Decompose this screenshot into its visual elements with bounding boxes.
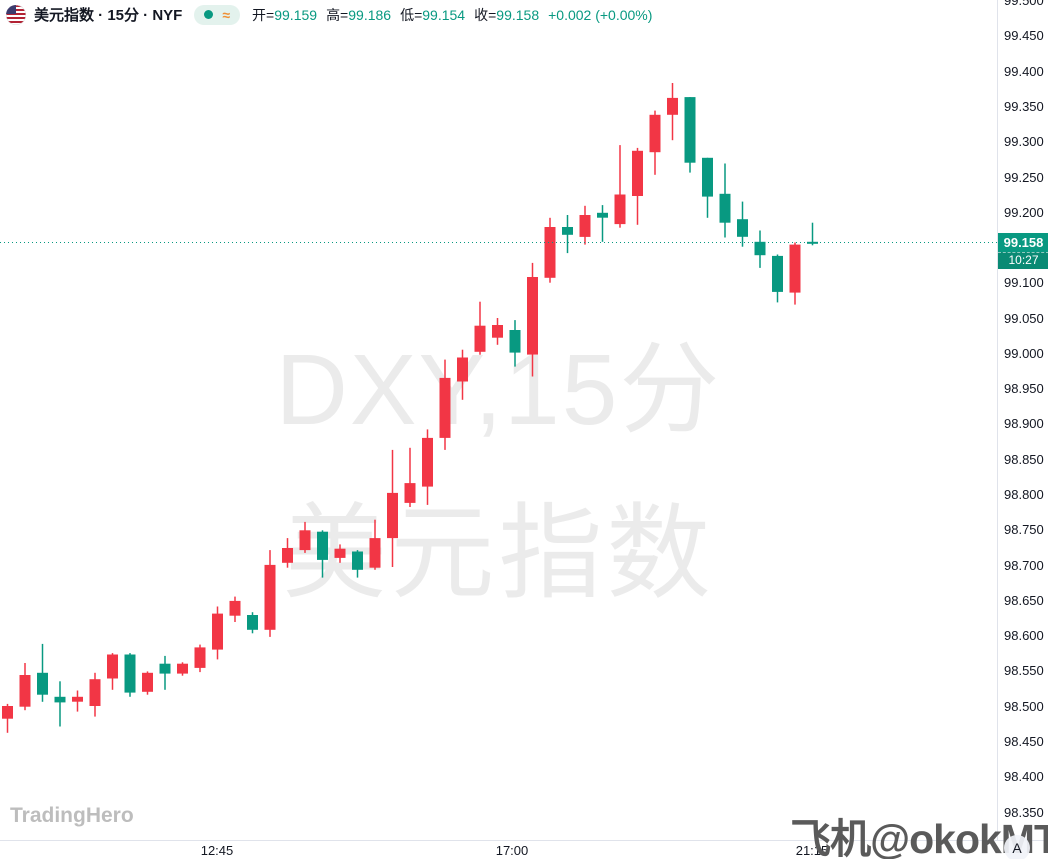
change-value: +0.002 (+0.00%)	[548, 6, 653, 23]
candle[interactable]	[282, 538, 293, 568]
last-price-value: 99.158	[998, 233, 1048, 252]
last-price-badge: 99.158 10:27	[998, 233, 1048, 269]
price-tick-label: 98.700	[1004, 558, 1044, 573]
candle[interactable]	[369, 519, 381, 570]
candle[interactable]	[807, 222, 818, 246]
us-flag-icon	[6, 4, 26, 25]
candle[interactable]	[772, 254, 783, 303]
close-value: 99.158	[496, 6, 540, 23]
candle[interactable]	[299, 521, 311, 553]
candle[interactable]	[614, 145, 626, 228]
price-tick-label: 99.100	[1004, 275, 1044, 290]
candle[interactable]	[597, 205, 608, 242]
price-tick-label: 98.800	[1004, 487, 1044, 502]
approx-price-icon: ≈	[222, 6, 231, 23]
candle[interactable]	[684, 97, 696, 173]
candle[interactable]	[492, 318, 503, 345]
time-axis[interactable]: 12:45 17:00 21:15	[0, 840, 1048, 859]
price-tick-label: 99.500	[1004, 0, 1044, 8]
market-status-dot-icon	[204, 10, 214, 19]
price-tick-label: 98.650	[1004, 593, 1044, 608]
candle[interactable]	[264, 550, 276, 637]
symbol-header: 美元指数 · 15分 · NYF ≈ 开=99.159 高=99.186 低=9…	[6, 4, 652, 25]
candle[interactable]	[422, 429, 433, 505]
open-label: 开=	[252, 6, 275, 23]
close-label: 收=	[474, 6, 497, 23]
candle[interactable]	[457, 349, 468, 400]
candle[interactable]	[579, 205, 591, 245]
price-tick-label: 99.400	[1004, 64, 1044, 79]
candle[interactable]	[649, 110, 661, 175]
low-label: 低=	[400, 6, 423, 23]
price-tick-label: 99.050	[1004, 311, 1044, 326]
candle[interactable]	[474, 301, 486, 355]
candle[interactable]	[107, 653, 118, 690]
time-tick-label: 21:15	[795, 843, 829, 858]
candle[interactable]	[19, 663, 31, 711]
candle[interactable]	[439, 359, 451, 450]
candle[interactable]	[37, 643, 48, 702]
candle[interactable]	[317, 530, 328, 578]
high-value: 99.186	[348, 6, 392, 23]
candle[interactable]	[404, 447, 416, 507]
price-tick-label: 99.350	[1004, 99, 1044, 114]
candle[interactable]	[719, 163, 731, 238]
candle[interactable]	[2, 703, 13, 733]
market-status-pill[interactable]: ≈	[194, 4, 241, 25]
candle[interactable]	[667, 83, 678, 141]
price-tick-label: 99.200	[1004, 205, 1044, 220]
candle[interactable]	[177, 662, 188, 676]
price-tick-label: 98.450	[1004, 734, 1044, 749]
candle[interactable]	[124, 653, 136, 697]
candle[interactable]	[352, 550, 363, 578]
bar-countdown: 10:27	[998, 252, 1048, 269]
candle[interactable]	[562, 215, 573, 254]
price-tick-label: 98.400	[1004, 769, 1044, 784]
price-tick-label: 99.250	[1004, 170, 1044, 185]
price-tick-label: 99.450	[1004, 28, 1044, 43]
candlestick-chart-surface[interactable]	[0, 0, 997, 840]
price-tick-label: 98.500	[1004, 699, 1044, 714]
price-tick-label: 99.300	[1004, 134, 1044, 149]
candle[interactable]	[247, 612, 258, 634]
candle[interactable]	[544, 217, 556, 283]
candle[interactable]	[387, 449, 398, 567]
price-tick-label: 98.750	[1004, 522, 1044, 537]
high-label: 高=	[326, 6, 349, 23]
price-tick-label: 98.550	[1004, 663, 1044, 678]
low-value: 99.154	[422, 6, 466, 23]
ohlc-readout: 开=99.159 高=99.186 低=99.154 收=99.158 +0.0…	[252, 5, 652, 25]
candle[interactable]	[229, 596, 241, 622]
price-tick-label: 98.900	[1004, 416, 1044, 431]
candle[interactable]	[54, 681, 66, 727]
time-tick-label: 17:00	[495, 843, 529, 858]
candle[interactable]	[509, 320, 521, 367]
price-tick-label: 98.850	[1004, 452, 1044, 467]
open-value: 99.159	[274, 6, 318, 23]
candle[interactable]	[754, 230, 766, 268]
price-tick-label: 98.350	[1004, 805, 1044, 820]
candle[interactable]	[789, 242, 801, 305]
candle[interactable]	[72, 690, 83, 712]
candle[interactable]	[142, 671, 153, 695]
candle[interactable]	[194, 644, 206, 673]
time-tick-label: 12:45	[200, 843, 234, 858]
symbol-title[interactable]: 美元指数 · 15分 · NYF	[34, 7, 183, 24]
auto-scale-button[interactable]: A	[1004, 835, 1030, 859]
candle[interactable]	[632, 147, 643, 225]
tradinghero-watermark: TradingHero	[10, 804, 134, 827]
candle[interactable]	[702, 157, 713, 218]
candle[interactable]	[334, 544, 346, 563]
candle[interactable]	[159, 655, 171, 690]
candle[interactable]	[737, 201, 748, 247]
candle[interactable]	[527, 262, 538, 377]
candle[interactable]	[89, 672, 101, 717]
price-tick-label: 99.000	[1004, 346, 1044, 361]
price-tick-label: 98.950	[1004, 381, 1044, 396]
candle[interactable]	[212, 606, 223, 660]
price-tick-label: 98.600	[1004, 628, 1044, 643]
price-axis[interactable]: 99.158 10:27 99.500 99.450 99.400 99.350 99.…	[997, 0, 1048, 840]
